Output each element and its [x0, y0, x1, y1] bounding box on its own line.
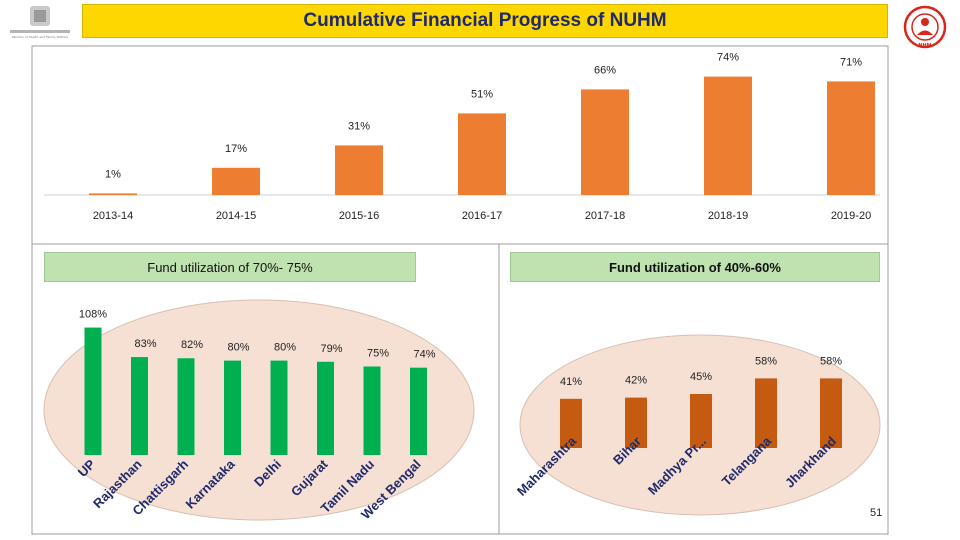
left-bar [224, 360, 241, 455]
left-bar [131, 357, 148, 455]
top-bar [212, 167, 260, 195]
top-data-label: 31% [348, 120, 370, 132]
right-bar [560, 398, 582, 448]
top-bar [581, 89, 629, 195]
right-bar [625, 397, 647, 448]
top-category-label: 2013-14 [93, 210, 133, 222]
top-bar [458, 113, 506, 195]
state-emblem-icon: Ministry of Health and Family Welfare [10, 6, 70, 39]
left-bar [177, 358, 195, 455]
left-data-label: 82% [181, 339, 203, 351]
top-chart: 1% 2013-14 17% 2014-15 31% 2015-16 51% 2016-17 6… [44, 52, 880, 222]
top-category-label: 2016-17 [462, 210, 502, 222]
nhm-logo-text: NHM [918, 43, 931, 49]
top-bar [827, 81, 875, 195]
top-data-label: 1% [105, 168, 121, 180]
left-bar [317, 361, 334, 455]
right-data-label: 42% [625, 375, 647, 387]
left-data-label: 80% [227, 342, 249, 354]
top-category-label: 2018-19 [708, 210, 748, 222]
left-data-label: 75% [367, 348, 389, 360]
top-bar [335, 145, 383, 195]
top-bar [704, 76, 752, 195]
top-category-label: 2017-18 [585, 210, 625, 222]
left-data-label: 108% [79, 309, 107, 321]
top-data-label: 17% [225, 143, 247, 155]
right-bar [755, 378, 777, 448]
right-data-label: 58% [820, 355, 842, 367]
page-title: Cumulative Financial Progress of NUHM [82, 4, 888, 38]
left-bar [84, 327, 102, 455]
top-data-label: 71% [840, 56, 862, 68]
right-bar [690, 394, 712, 448]
left-data-label: 83% [134, 338, 156, 350]
top-category-label: 2014-15 [216, 210, 256, 222]
right-data-label: 45% [690, 371, 712, 383]
left-ellipse [43, 299, 475, 521]
right-bar [820, 378, 842, 448]
fund-label-right: Fund utilization of 40%-60% [510, 252, 880, 282]
top-category-label: 2015-16 [339, 210, 379, 222]
top-data-label: 66% [594, 64, 616, 76]
emblem-caption: Ministry of Health and Family Welfare [12, 35, 68, 39]
left-data-label: 80% [274, 342, 296, 354]
left-bar [410, 367, 427, 455]
top-data-label: 51% [471, 88, 493, 100]
top-data-label: 74% [717, 52, 739, 64]
page-number: 51 [870, 507, 883, 519]
left-bar [270, 360, 288, 455]
right-data-label: 58% [755, 355, 777, 367]
top-category-label: 2019-20 [831, 210, 871, 222]
nhm-logo-icon: NHM [903, 5, 947, 49]
left-data-label: 79% [320, 343, 342, 355]
fund-label-left: Fund utilization of 70%- 75% [44, 252, 416, 282]
top-bar [89, 193, 137, 195]
left-data-label: 74% [413, 349, 435, 361]
right-data-label: 41% [560, 376, 582, 388]
right-panel-border [498, 243, 889, 535]
left-bar [363, 366, 381, 455]
